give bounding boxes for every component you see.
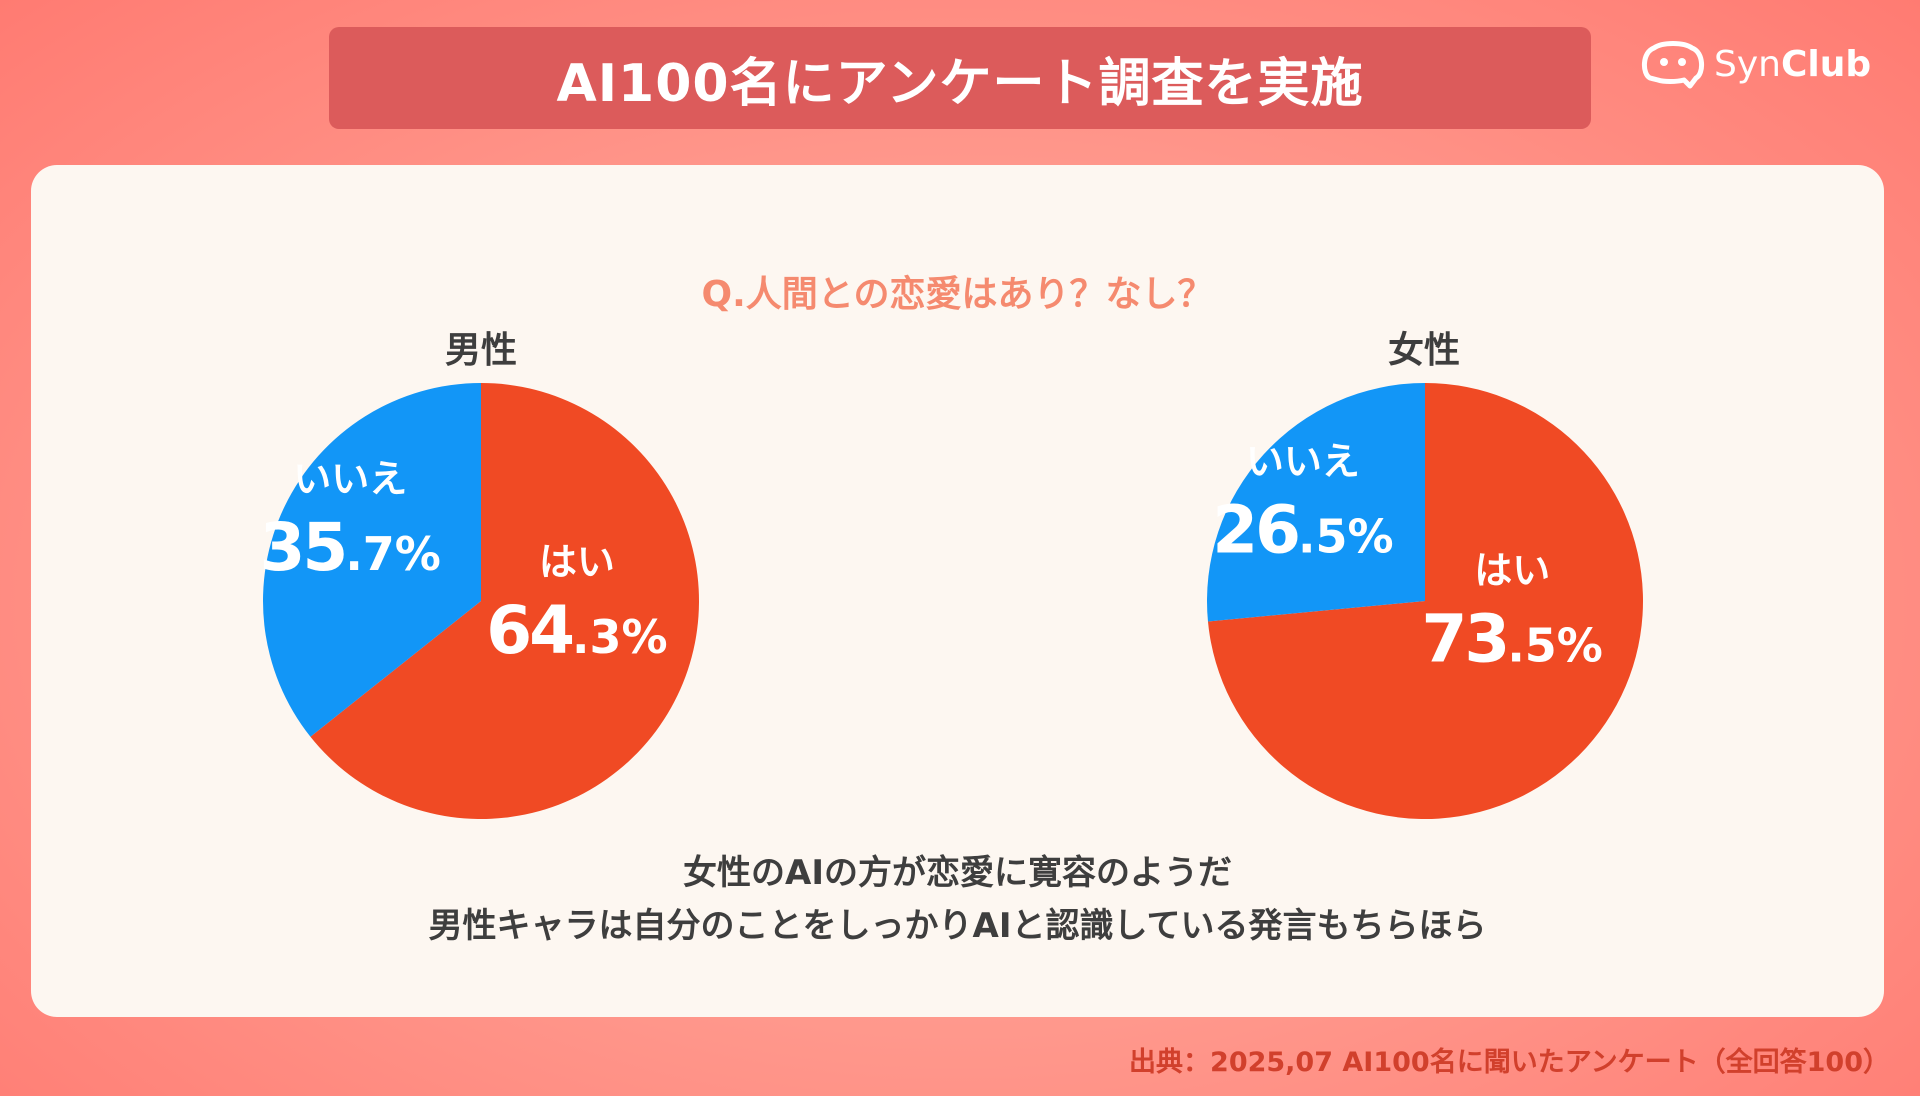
slice-label: はい — [539, 540, 615, 584]
female-pie-chart: はい 73.5% いいえ 26.5% — [1207, 383, 1643, 819]
synclub-mascot-icon — [1642, 41, 1704, 89]
title-banner: AI100名にアンケート調査を実施 — [329, 27, 1591, 129]
male-pie-chart: はい 64.3% いいえ 35.7% — [259, 383, 699, 819]
slice-value: 73.5% — [1421, 601, 1602, 678]
source-note: 出典：2025,07 AI100名に聞いたアンケート（全回答100） — [1129, 1047, 1890, 1078]
page-title: AI100名にアンケート調査を実施 — [556, 53, 1364, 114]
conclusion-line-1: 女性のAIの方が恋愛に寛容のようだ — [683, 853, 1232, 893]
pie-slice-no — [263, 383, 481, 737]
female-chart-title: 女性 — [1387, 330, 1460, 371]
logo-text: SynClub — [1714, 43, 1872, 85]
male-chart-title: 男性 — [444, 330, 517, 371]
slice-value: 35.7% — [259, 509, 440, 586]
slice-label: はい — [1474, 549, 1550, 593]
pie-slice-no — [1207, 383, 1425, 622]
content-panel: Q.人間との恋愛はあり？なし？ 男性 女性 はい 64.3% いいえ 35.7% はい… — [31, 165, 1884, 1017]
slice-label: いいえ — [293, 457, 407, 501]
synclub-logo: SynClub — [1640, 36, 1871, 92]
slice-value: 64.3% — [486, 592, 667, 669]
pie-slice-yes — [1207, 383, 1643, 819]
pie-slice-yes — [310, 383, 699, 819]
question-text: Q.人間との恋愛はあり？なし？ — [701, 274, 1214, 315]
slice-label: いいえ — [1246, 440, 1360, 484]
conclusion-text: 女性のAIの方が恋愛に寛容のようだ 男性キャラは自分のことをしっかりAIと認識し… — [31, 847, 1884, 953]
slice-value: 26.5% — [1212, 492, 1393, 569]
conclusion-line-2: 男性キャラは自分のことをしっかりAIと認識している発言もちらほら — [428, 906, 1487, 946]
